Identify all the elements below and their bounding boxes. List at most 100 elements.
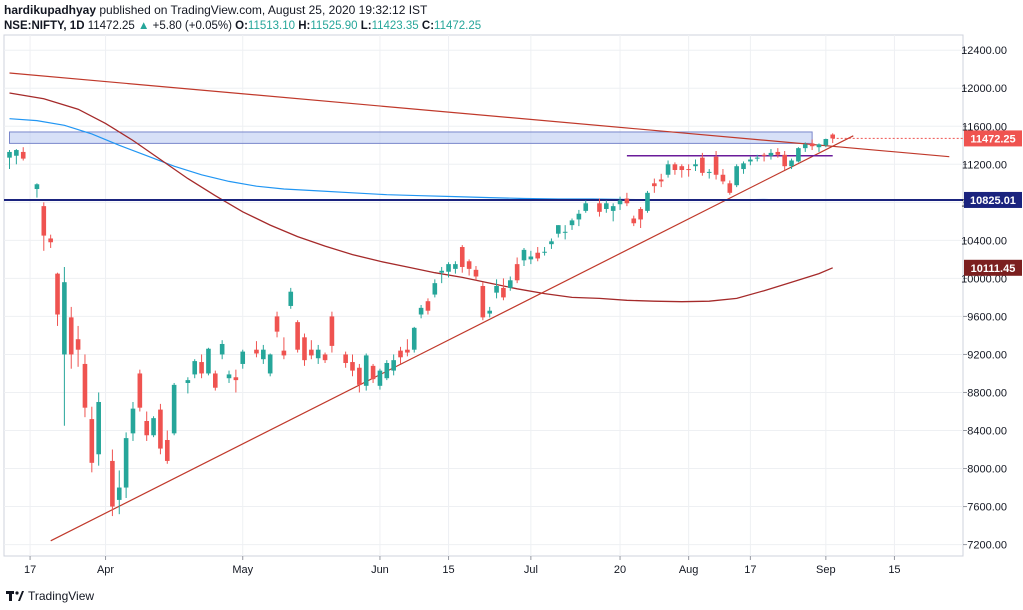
resistance-zone-rect <box>9 131 813 144</box>
candle-body <box>343 354 348 364</box>
x-tick-label: Apr <box>97 564 114 576</box>
candle-body <box>542 251 547 253</box>
publish-line: hardikupadhyay published on TradingView.… <box>4 3 1019 17</box>
x-tick-label: 17 <box>744 564 756 576</box>
candles[interactable] <box>7 133 835 517</box>
candle-body <box>398 350 403 358</box>
candle-body <box>741 163 746 170</box>
candle-body <box>693 164 698 167</box>
candle-body <box>700 157 705 173</box>
candle-body <box>384 363 390 379</box>
candle-body <box>453 264 458 269</box>
x-tick-label: Aug <box>679 564 699 576</box>
candle-body <box>62 282 67 355</box>
candle-body <box>151 418 156 436</box>
candle-body <box>604 203 609 209</box>
candle-body <box>624 198 630 204</box>
candle-body <box>754 157 760 159</box>
candle-body <box>14 150 19 156</box>
candle-body <box>432 283 438 295</box>
candle-body <box>830 134 835 139</box>
y-tick-label: 7600.00 <box>967 502 1007 514</box>
price-label-text: 11472.25 <box>970 133 1015 145</box>
y-tick-label: 10400.00 <box>961 235 1007 247</box>
candle-body <box>130 408 136 434</box>
candle-body <box>199 362 204 374</box>
candle-body <box>782 154 787 167</box>
downtrend-line <box>9 72 950 158</box>
candle-body <box>68 317 74 355</box>
candle-body <box>713 156 719 175</box>
chart-header: hardikupadhyay published on TradingView.… <box>4 3 1019 33</box>
x-tick-label: 20 <box>614 564 626 576</box>
candle-body <box>473 269 479 277</box>
x-tick-label: Jul <box>524 564 538 576</box>
candle-body <box>576 213 582 220</box>
candle-body <box>446 264 451 272</box>
candle-body <box>281 350 287 356</box>
x-tick-label: Jun <box>371 564 389 576</box>
candle-body <box>501 287 506 298</box>
candle-body <box>459 247 465 267</box>
candle-body <box>75 339 81 350</box>
candle-body <box>82 363 88 408</box>
candle-body <box>55 273 60 315</box>
chart-axes: 7200.00 7600.00 8000.00 8400.00 8800.00 9200.… <box>24 45 1022 576</box>
candle-body <box>110 460 115 507</box>
candle-body <box>569 220 575 226</box>
candle-body <box>158 409 163 449</box>
candle-body <box>418 307 424 315</box>
candle-body <box>507 280 513 288</box>
candle-body <box>528 256 534 260</box>
uptrend-line <box>50 135 854 542</box>
candle-body <box>487 310 492 314</box>
candle-body <box>96 401 101 455</box>
candle-body <box>631 218 637 224</box>
candle-body <box>7 151 12 158</box>
y-tick-label: 11600.00 <box>962 121 1007 133</box>
open-value: 11513.10 <box>247 20 296 32</box>
candle-body <box>171 384 177 434</box>
symbol-name: NSE:NIFTY, 1D <box>4 20 85 32</box>
low-value: 11423.35 <box>371 20 419 32</box>
chart-overlays <box>4 72 963 542</box>
price-label-badge <box>964 130 1022 147</box>
candle-body <box>116 487 122 500</box>
author-name[interactable]: hardikupadhyay <box>4 3 97 17</box>
candle-body <box>720 174 726 182</box>
y-tick-label: 11200.00 <box>962 159 1007 171</box>
y-tick-label: 8400.00 <box>967 426 1007 438</box>
candle-body <box>796 148 801 162</box>
footer: TradingView <box>6 589 94 603</box>
candle-body <box>240 351 246 364</box>
candle-body <box>734 166 739 186</box>
candle-body <box>164 440 170 461</box>
candle-body <box>549 241 554 245</box>
candle-body <box>658 179 664 182</box>
high-label: H: <box>298 20 311 32</box>
candle-body <box>638 208 643 220</box>
candle-body <box>329 316 335 346</box>
close-value: 11472.25 <box>434 20 482 32</box>
candle-body <box>645 192 650 211</box>
candle-body <box>213 373 218 388</box>
candle-body <box>514 264 520 281</box>
candle-body <box>425 301 431 311</box>
candle-body <box>254 349 259 354</box>
candle-body <box>123 438 129 488</box>
candle-body <box>309 349 314 356</box>
y-tick-label: 7200.00 <box>967 540 1007 552</box>
candle-body <box>466 261 472 269</box>
candle-body <box>521 249 527 261</box>
tradingview-brand[interactable]: TradingView <box>28 589 95 603</box>
candle-body <box>295 322 300 350</box>
publish-info: published on TradingView.com, August 25,… <box>99 3 428 17</box>
candle-body <box>206 348 211 374</box>
candle-body <box>302 337 307 361</box>
candle-body <box>377 370 383 386</box>
candle-body <box>775 151 781 155</box>
x-tick-label: Sep <box>816 564 836 576</box>
x-tick-label: 15 <box>442 564 454 576</box>
high-value: 11525.90 <box>310 20 358 32</box>
